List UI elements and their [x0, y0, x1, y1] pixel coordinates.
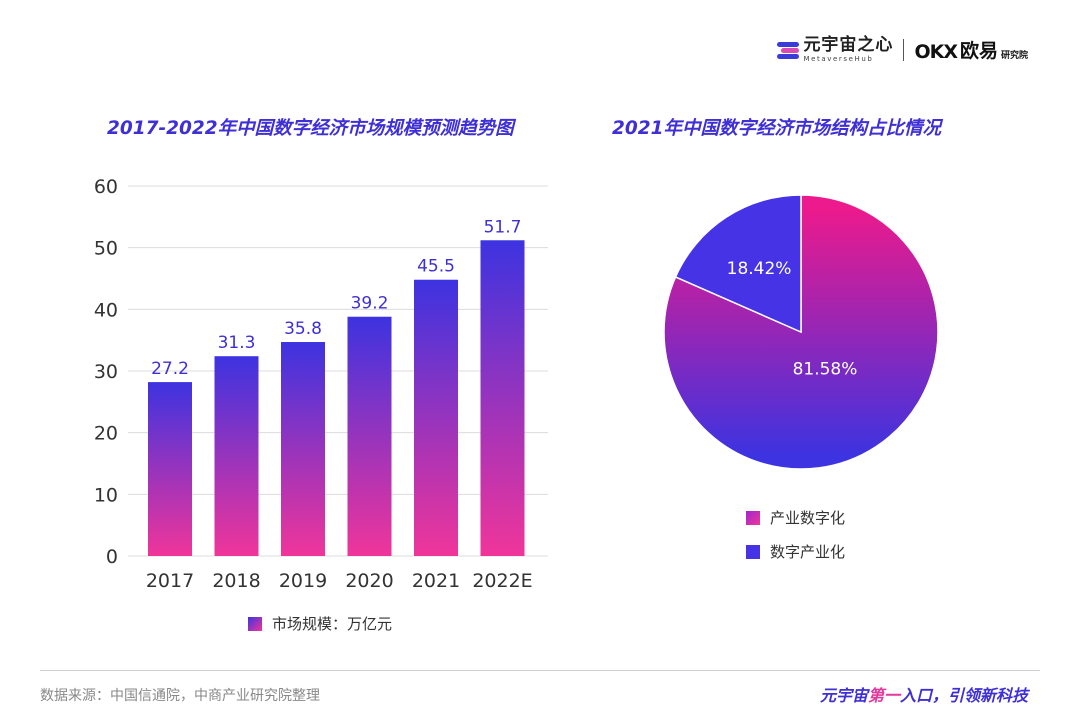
bar-2017: [148, 382, 192, 556]
x-tick-label: 2020: [345, 570, 393, 592]
bar-data-label: 39.2: [351, 294, 389, 314]
slogan-highlight: 第一: [867, 686, 900, 705]
bar-data-label: 31.3: [218, 333, 256, 353]
bar-2021: [414, 279, 458, 556]
y-tick-label: 30: [94, 361, 118, 383]
bar-2018: [214, 356, 259, 556]
pie-legend-item-industrial-digitalization: 产业数字化: [746, 507, 845, 528]
x-tick-label: 2019: [279, 570, 327, 592]
pie-legend-label: 产业数字化: [770, 509, 846, 527]
bar-chart-title: 2017-2022年中国数字经济市场规模预测趋势图: [107, 118, 514, 139]
y-tick-label: 50: [94, 238, 118, 260]
slogan-text: 元宇宙第一入口，引领新科技: [820, 682, 1028, 706]
pie-legend-swatch-pink: [746, 510, 760, 525]
metaverse-hub-logo: 元宇宙之心 MetaverseHub: [777, 34, 894, 63]
bar-legend-label: 市场规模：万亿元: [272, 615, 393, 633]
slogan-part-b: 入口，引领新科技: [899, 686, 1028, 705]
x-tick-label: 2017: [146, 570, 194, 592]
pie-data-label: 81.58%: [793, 360, 858, 380]
x-tick-label: 2022E: [472, 570, 532, 592]
data-source-text: 数据来源：中国信通院，中商产业研究院整理: [40, 688, 320, 704]
okx-cn-text: 欧易: [959, 40, 998, 62]
pie-legend-swatch-blue: [746, 544, 760, 559]
footer-divider: [40, 670, 1040, 671]
y-tick-label: 20: [94, 423, 118, 445]
y-tick-label: 10: [94, 484, 118, 506]
slogan-part-a: 元宇宙: [819, 686, 868, 705]
logo-en-text: MetaverseHub: [803, 54, 874, 63]
header-logos: 元宇宙之心 MetaverseHub OKX 欧易 研究院: [777, 36, 1028, 63]
pie-data-label: 18.42%: [727, 259, 792, 279]
bar-data-label: 27.2: [151, 359, 189, 379]
bar-legend-swatch: [248, 616, 262, 631]
logo-divider: [903, 38, 905, 61]
bar-data-label: 51.7: [484, 217, 522, 237]
y-tick-label: 60: [94, 176, 118, 198]
x-tick-label: 2018: [212, 570, 260, 592]
okx-logo: OKX 欧易 研究院: [914, 36, 1028, 63]
pie-slice-digital-industrialization: [674, 194, 802, 334]
pie-legend-label: 数字产业化: [770, 543, 846, 561]
y-tick-label: 40: [94, 299, 118, 321]
bar-data-label: 45.5: [417, 257, 455, 277]
okx-sub-text: 研究院: [1000, 51, 1028, 61]
bar-legend: 市场规模：万亿元: [248, 613, 392, 634]
bar-2019: [281, 342, 325, 556]
x-tick-label: 2021: [412, 570, 460, 592]
logo-cn-text: 元宇宙之心: [803, 34, 894, 55]
bar-2022E: [480, 240, 525, 556]
y-tick-label: 0: [106, 546, 118, 568]
pie-chart-title: 2021年中国数字经济市场结构占比情况: [612, 118, 941, 139]
bar-data-label: 35.8: [284, 319, 322, 339]
pie-legend-item-digital-industrialization: 数字产业化: [746, 541, 845, 562]
metaverse-hub-icon: [777, 41, 800, 59]
bar-2020: [347, 316, 392, 556]
okx-mark-icon: OKX: [914, 41, 958, 63]
